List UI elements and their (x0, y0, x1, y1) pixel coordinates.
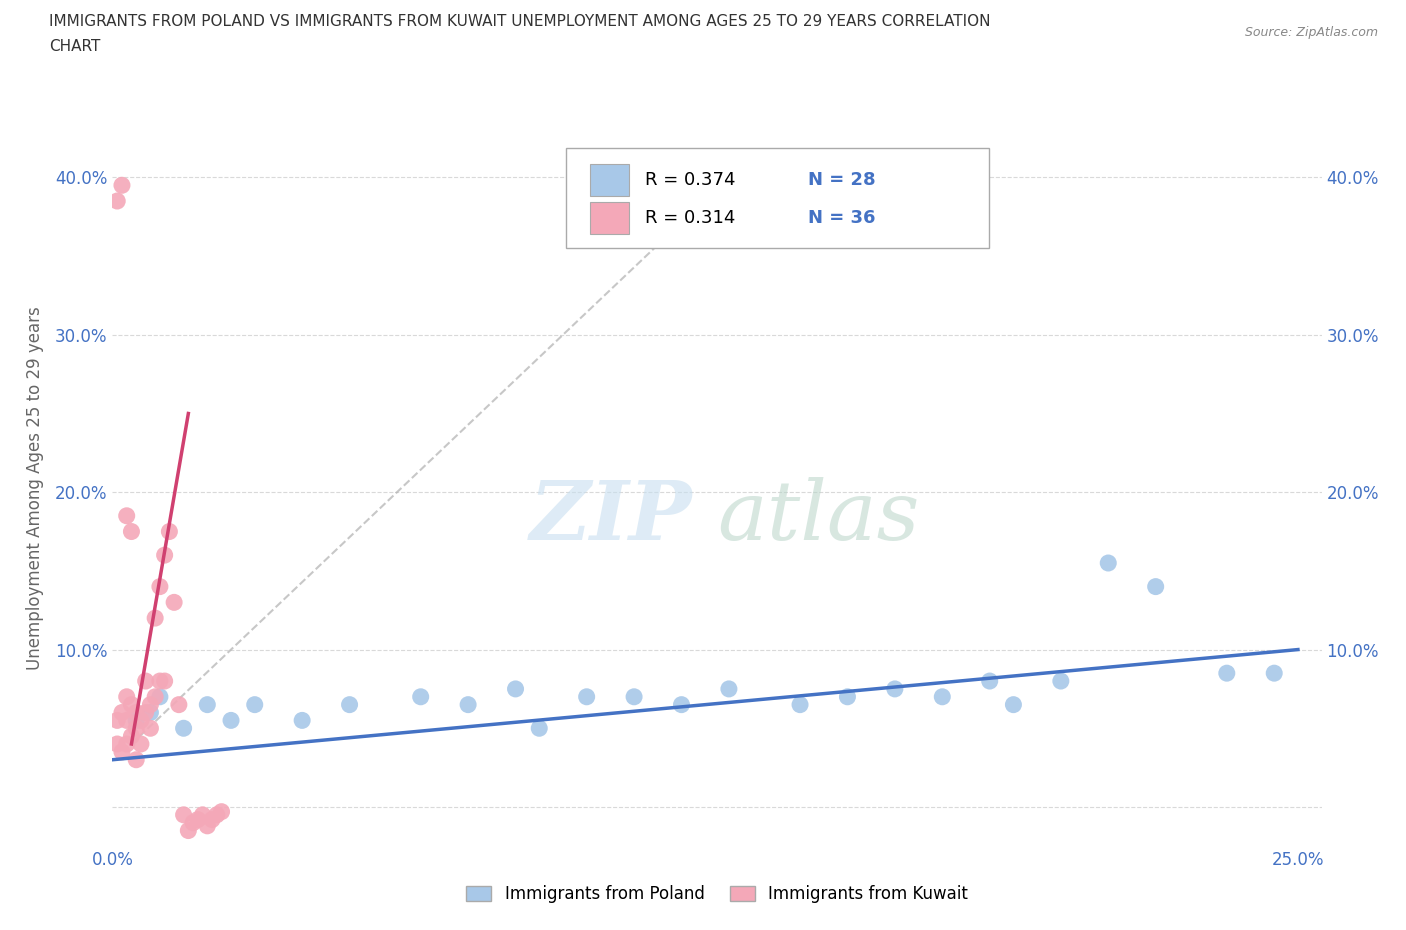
Point (149, 673, 172, 688)
Text: R = 0.374: R = 0.374 (644, 171, 735, 190)
FancyBboxPatch shape (591, 202, 628, 234)
FancyBboxPatch shape (565, 148, 990, 248)
Text: ZIP: ZIP (530, 477, 693, 557)
Point (129, 713, 152, 728)
Point (139, 721, 162, 736)
Point (789, 698, 811, 712)
Point (1002, 698, 1025, 712)
Point (409, 689, 432, 704)
Point (125, 721, 148, 736)
Point (149, 689, 172, 704)
Point (671, 698, 693, 712)
Point (105, 193, 128, 208)
Point (120, 729, 142, 744)
Point (979, 673, 1001, 688)
Point (201, 812, 224, 827)
Y-axis label: Unemployment Among Ages 25 to 29 years: Unemployment Among Ages 25 to 29 years (25, 306, 44, 671)
Point (125, 705, 148, 720)
Point (153, 673, 176, 688)
Point (883, 682, 905, 697)
Point (143, 689, 166, 704)
Point (1144, 579, 1167, 594)
Point (195, 818, 218, 833)
Point (120, 525, 142, 539)
Point (529, 721, 551, 736)
Point (837, 689, 859, 704)
Point (623, 689, 645, 704)
Point (195, 698, 218, 712)
Text: CHART: CHART (49, 39, 101, 54)
Point (111, 178, 134, 193)
Point (173, 807, 195, 822)
Text: atlas: atlas (717, 477, 920, 557)
Point (115, 713, 138, 728)
Text: R = 0.314: R = 0.314 (644, 208, 735, 227)
Point (181, 816, 204, 830)
Point (457, 698, 479, 712)
Point (211, 804, 233, 819)
Point (191, 807, 214, 822)
Point (111, 744, 134, 759)
Point (120, 698, 142, 712)
Point (163, 595, 186, 610)
Point (1050, 673, 1073, 688)
Point (115, 737, 138, 751)
Point (219, 713, 242, 728)
Point (111, 705, 134, 720)
Text: N = 36: N = 36 (807, 208, 876, 227)
Point (125, 752, 148, 767)
Point (717, 682, 740, 697)
Point (135, 673, 157, 688)
Point (135, 705, 157, 720)
Point (115, 689, 138, 704)
Point (1097, 555, 1119, 570)
Point (931, 689, 953, 704)
Point (105, 737, 128, 751)
Point (339, 698, 361, 712)
Point (129, 737, 152, 751)
Point (243, 698, 266, 712)
Point (291, 713, 314, 728)
Point (167, 698, 190, 712)
Text: N = 28: N = 28 (807, 171, 876, 190)
Point (177, 823, 200, 838)
Point (139, 698, 162, 712)
Text: Source: ZipAtlas.com: Source: ZipAtlas.com (1244, 26, 1378, 39)
FancyBboxPatch shape (591, 164, 628, 196)
Point (143, 611, 166, 626)
Point (115, 509, 138, 524)
Point (139, 705, 162, 720)
Point (125, 713, 148, 728)
Point (105, 713, 128, 728)
Point (205, 807, 228, 822)
Point (173, 721, 195, 736)
Text: IMMIGRANTS FROM POLAND VS IMMIGRANTS FROM KUWAIT UNEMPLOYMENT AMONG AGES 25 TO 2: IMMIGRANTS FROM POLAND VS IMMIGRANTS FRO… (49, 14, 991, 29)
Point (575, 689, 598, 704)
Point (149, 579, 172, 594)
Point (153, 548, 176, 563)
Point (157, 525, 180, 539)
Point (1263, 666, 1285, 681)
Legend: Immigrants from Poland, Immigrants from Kuwait: Immigrants from Poland, Immigrants from … (460, 878, 974, 910)
Point (505, 682, 527, 697)
Point (1216, 666, 1239, 681)
Point (187, 812, 209, 827)
